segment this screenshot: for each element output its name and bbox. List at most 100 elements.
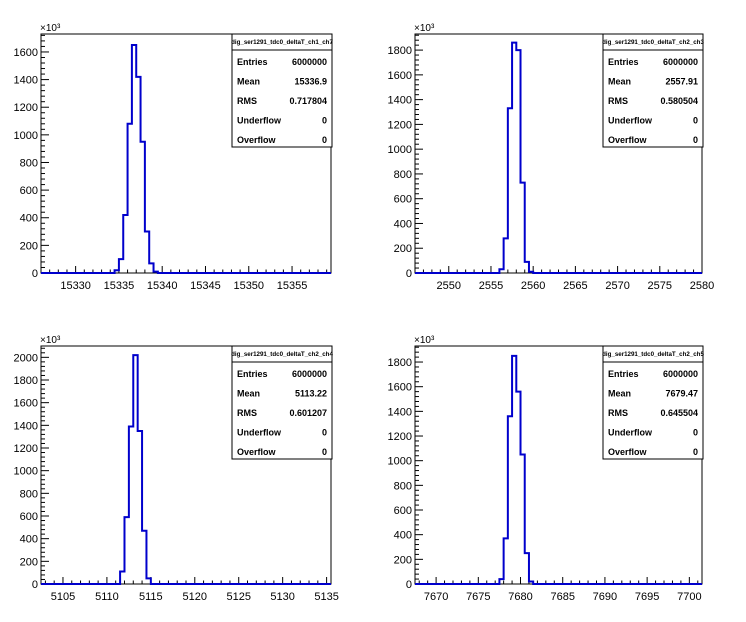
stats-rms-label: RMS [237, 408, 257, 418]
stats-overflow-value: 0 [693, 135, 698, 145]
histogram-bin [132, 45, 136, 273]
x-tick-label: 15345 [190, 280, 221, 292]
histogram-bin [120, 572, 124, 584]
y-axis-multiplier: ×10³ [40, 335, 61, 346]
x-tick-label: 15335 [104, 280, 135, 292]
x-tick-label: 2550 [437, 280, 461, 292]
stats-mean-value: 7679.47 [665, 389, 698, 399]
histogram-panel-1: 15330 15335 15340 15345 15350 15355 0 200 400 600… [14, 23, 334, 292]
stats-entries-value: 6000000 [292, 369, 327, 379]
y-tick-label: 800 [394, 169, 412, 181]
stats-underflow-value: 0 [322, 428, 327, 438]
y-tick-label: 200 [20, 556, 38, 568]
stats-underflow-value: 0 [693, 116, 698, 126]
histogram-bin [119, 259, 123, 273]
stats-entries-value: 6000000 [663, 57, 698, 67]
histogram-panel-3: 5105 5110 5115 5120 5125 5130 5135 0 200 400 600 80… [14, 335, 339, 603]
y-tick-label: 1200 [388, 431, 412, 443]
x-tick-label: 7690 [593, 591, 617, 603]
stats-rms-value: 0.645504 [660, 408, 698, 418]
histogram-bin [133, 355, 137, 584]
y-tick-label: 600 [20, 185, 38, 197]
y-tick-label: 1800 [388, 45, 412, 57]
stats-mean-value: 5113.22 [295, 389, 327, 399]
x-tick-label: 15350 [233, 280, 264, 292]
y-tick-label: 800 [20, 488, 38, 500]
y-tick-label: 600 [394, 505, 412, 517]
stats-entries-label: Entries [237, 369, 268, 379]
stats-entries-label: Entries [608, 57, 639, 67]
y-tick-label: 1000 [388, 456, 412, 468]
stats-histogram-name: dig_ser1291_tdc0_deltaT_ch2_ch3 [602, 39, 704, 46]
stats-rms-label: RMS [608, 408, 628, 418]
y-tick-label: 1600 [14, 47, 38, 59]
histogram-bin [499, 579, 503, 584]
y-tick-label: 1400 [388, 95, 412, 107]
histogram-bin [525, 553, 529, 584]
stats-histogram-name: dig_ser1291_tdc0_deltaT_ch2_ch5 [602, 351, 704, 358]
stats-underflow-label: Underflow [237, 116, 282, 126]
histogram-bin [123, 215, 127, 273]
y-tick-label: 1600 [388, 382, 412, 394]
stats-mean-label: Mean [608, 389, 631, 399]
x-tick-label: 7695 [635, 591, 659, 603]
y-tick-label: 1200 [14, 443, 38, 455]
histogram-bin [504, 238, 508, 273]
histogram-outline [41, 354, 331, 585]
stats-overflow-label: Overflow [608, 447, 648, 457]
histogram-outline [41, 44, 331, 274]
y-tick-label: 200 [20, 240, 38, 252]
stats-overflow-label: Overflow [237, 447, 277, 457]
histogram-bin [521, 455, 525, 584]
x-tick-label: 7675 [466, 591, 490, 603]
y-tick-label: 1000 [14, 130, 38, 142]
y-tick-label: 1200 [388, 119, 412, 131]
histogram-outline [415, 41, 702, 274]
x-tick-label: 7685 [550, 591, 574, 603]
stats-entries-value: 6000000 [663, 369, 698, 379]
stats-rms-label: RMS [237, 96, 257, 106]
x-tick-label: 7680 [508, 591, 532, 603]
stats-box: dig_ser1291_tdc0_deltaT_ch2_ch4 Entries 60… [231, 345, 333, 460]
y-tick-label: 600 [394, 194, 412, 206]
histogram-bin [512, 356, 516, 584]
stats-underflow-value: 0 [322, 116, 327, 126]
x-tick-label: 7670 [424, 591, 448, 603]
stats-overflow-label: Overflow [608, 135, 648, 145]
stats-mean-value: 15336.9 [294, 77, 327, 87]
histogram-panel-4: 7670 7675 7680 7685 7690 7695 7700 0 200 400 600 80… [388, 335, 705, 603]
stats-rms-value: 0.717804 [289, 96, 327, 106]
x-tick-label: 5110 [95, 591, 119, 603]
x-tick-label: 2560 [521, 280, 545, 292]
stats-entries-label: Entries [237, 57, 268, 67]
histogram-bin [115, 270, 119, 273]
y-tick-label: 1400 [14, 75, 38, 87]
stats-box: dig_ser1291_tdc0_deltaT_ch2_ch5 Entries 60… [602, 345, 704, 460]
stats-overflow-value: 0 [322, 135, 327, 145]
x-tick-label: 2565 [563, 280, 587, 292]
y-tick-label: 400 [394, 530, 412, 542]
histogram-bin [142, 531, 146, 584]
stats-underflow-value: 0 [693, 428, 698, 438]
stats-box-frame [231, 345, 333, 460]
histogram-bin [138, 431, 142, 584]
y-tick-label: 1600 [388, 70, 412, 82]
x-tick-label: 15340 [147, 280, 178, 292]
histogram-bin [521, 183, 525, 273]
x-tick-label: 2580 [690, 280, 714, 292]
stats-box: dig_ser1291_tdc0_deltaT_ch2_ch3 Entries 60… [602, 33, 704, 148]
x-tick-label: 5120 [183, 591, 207, 603]
stats-entries-value: 6000000 [292, 57, 327, 67]
histogram-bin [516, 50, 520, 273]
x-tick-label: 5115 [139, 591, 163, 603]
histogram-bin [136, 77, 140, 273]
y-tick-label: 1600 [14, 398, 38, 410]
y-tick-label: 800 [20, 157, 38, 169]
histogram-outline [415, 354, 702, 585]
histogram-bin [508, 416, 512, 584]
stats-overflow-label: Overflow [237, 135, 277, 145]
stats-box-frame [231, 33, 333, 148]
stats-underflow-label: Underflow [237, 428, 282, 438]
histogram-bin [128, 124, 132, 273]
stats-overflow-value: 0 [693, 447, 698, 457]
